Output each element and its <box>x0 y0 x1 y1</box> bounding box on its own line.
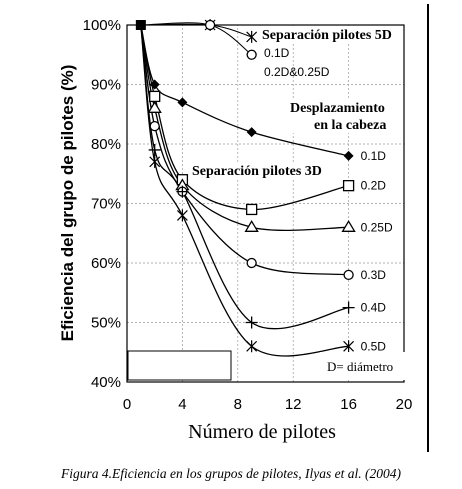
data-point-circle <box>149 121 160 132</box>
x-tick-label: 0 <box>123 396 131 413</box>
data-point-start <box>135 20 146 30</box>
y-tick-label: 70% <box>91 196 121 213</box>
data-point-plus <box>342 301 355 314</box>
annotation-desp-line1: Desplazamiento <box>290 101 385 116</box>
y-tick-label: 50% <box>91 315 121 332</box>
y-tick-label: 40% <box>91 374 121 391</box>
data-point-plus <box>176 185 189 198</box>
data-point-triangle <box>341 220 356 232</box>
data-point-asterisk <box>343 340 355 353</box>
annotation-sep5d: Separación pilotes 5D <box>262 28 392 43</box>
x-axis-label: Número de pilotes <box>188 421 336 443</box>
data-point-diamond <box>177 97 188 108</box>
y-tick-label: 60% <box>91 255 121 272</box>
data-point-diamond <box>246 127 257 138</box>
series-label: 0.25D <box>361 220 393 234</box>
series-label: 0.4D <box>361 301 387 315</box>
data-point-circle <box>343 269 354 281</box>
series-label: 0.3D <box>361 268 387 282</box>
x-tick-label: 4 <box>178 396 186 413</box>
data-point-asterisk <box>149 155 161 168</box>
series-line <box>140 23 252 38</box>
data-point-asterisk <box>246 340 258 353</box>
series-line <box>140 24 349 276</box>
annotation-sep3d: Separación pilotes 3D <box>192 164 322 179</box>
data-point-square <box>149 90 161 103</box>
data-point-asterisk <box>246 30 258 43</box>
data-point-circle <box>246 49 257 60</box>
annotation-5d-02: 0.2D&0.25D <box>264 65 330 79</box>
data-point-diamond <box>343 150 354 161</box>
series-line <box>140 24 349 157</box>
x-tick-label: 12 <box>285 396 302 413</box>
sep3d-label-bg <box>190 162 334 179</box>
data-point-plus <box>148 143 161 156</box>
y-axis-label: Eficiencia del grupo de pilotes (%) <box>58 65 77 342</box>
x-tick-label: 8 <box>234 396 242 413</box>
series-label: 0.1D <box>361 149 387 163</box>
series-labels: 0.1D 0.2D 0.25D 0.3D 0.4D 0.5D <box>361 149 393 353</box>
figure-caption: Figura 4.Eficiencia en los grupos de pil… <box>60 466 402 481</box>
x-tick-label: 16 <box>340 396 357 413</box>
data-point-circle <box>246 257 257 269</box>
data-point-plus <box>245 316 258 329</box>
data-point-asterisk <box>176 209 188 222</box>
series-line <box>140 24 349 357</box>
data-point-square <box>245 203 258 216</box>
series-markers <box>135 19 356 353</box>
data-point-triangle <box>147 101 162 113</box>
annotation-5d-01: 0.1D <box>264 46 290 60</box>
y-tick-label: 90% <box>91 77 121 94</box>
diameter-note-box <box>320 352 406 380</box>
series-label: 0.2D <box>361 179 387 193</box>
data-point-square <box>342 179 355 192</box>
legend-blank-box <box>127 350 232 381</box>
data-point-diamond <box>149 79 160 90</box>
annotation-desp-line2: en la cabeza <box>314 118 386 133</box>
data-point-triangle <box>244 220 259 232</box>
sep5d-label-bg <box>260 27 400 43</box>
annotation-diameter: D= diámetro <box>327 359 393 374</box>
desp-label-bg <box>288 99 396 133</box>
y-tick-label: 100% <box>83 17 121 34</box>
plot-frame <box>126 24 405 383</box>
y-tick-label: 80% <box>91 136 121 153</box>
x-tick-label: 20 <box>396 396 413 413</box>
series-line <box>140 22 252 56</box>
data-point-circle <box>204 19 216 31</box>
series-label: 0.5D <box>361 339 387 353</box>
axis-ticks: 40% 50% 60% 70% 80% 90% 100% 0 4 8 12 16 20 <box>83 17 413 413</box>
